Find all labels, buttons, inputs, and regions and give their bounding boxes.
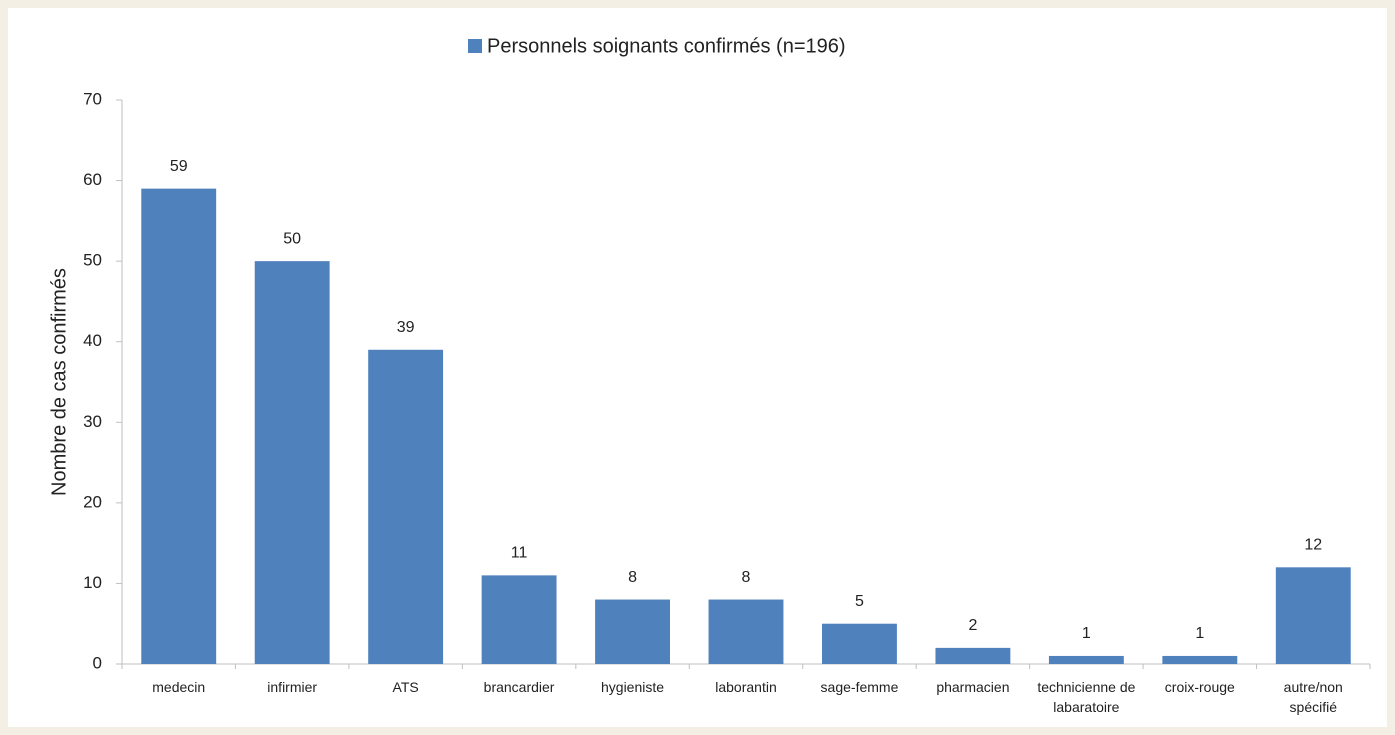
data-label: 1 <box>1195 625 1204 642</box>
bar <box>141 188 217 664</box>
data-label: 39 <box>397 319 415 336</box>
y-tick-label: 40 <box>83 331 102 350</box>
bar <box>1048 655 1124 664</box>
data-label: 11 <box>511 545 528 562</box>
data-label: 8 <box>628 569 637 586</box>
x-tick-label: sage-femme <box>820 679 899 695</box>
chart-panel: Nombre de cas confirmés 0 10 20 30 40 50 60 70 P… <box>8 8 1387 727</box>
legend-swatch <box>468 39 482 53</box>
x-tick-label: pharmacien <box>936 679 1010 695</box>
y-tick-label: 20 <box>83 492 102 511</box>
y-tick-label: 60 <box>83 170 102 189</box>
data-label: 8 <box>742 569 751 586</box>
data-label: 5 <box>855 593 864 610</box>
bar <box>708 599 784 664</box>
x-tick-label: laborantin <box>715 679 777 695</box>
y-tick-label: 30 <box>83 412 102 431</box>
bar <box>254 261 330 664</box>
y-axis-label: Nombre de cas confirmés <box>48 268 70 496</box>
x-tick-label: hygieniste <box>601 679 665 695</box>
data-label: 50 <box>283 230 301 247</box>
x-tick-label: autre/non spécifié <box>1283 679 1343 715</box>
y-tick-label: 70 <box>83 89 102 108</box>
bar <box>1275 567 1351 664</box>
legend-label: Personnels soignants confirmés (n=196) <box>487 35 846 57</box>
chart: Nombre de cas confirmés 0 10 20 30 40 50 60 70 P… <box>48 35 1371 672</box>
data-label: 1 <box>1082 625 1091 642</box>
x-tick-label: medecin <box>152 679 206 695</box>
bar <box>481 575 557 664</box>
data-label: 59 <box>170 158 188 175</box>
x-tick-label: infirmier <box>267 679 318 695</box>
data-label: 12 <box>1304 537 1322 554</box>
x-tick-label: ATS <box>392 679 419 695</box>
y-tick-label: 0 <box>93 653 102 672</box>
x-tick-label: brancardier <box>483 679 555 695</box>
x-tick-label: croix-rouge <box>1164 679 1235 695</box>
bar <box>822 623 897 664</box>
bar <box>368 349 444 664</box>
data-label: 2 <box>968 617 977 634</box>
bar <box>1162 655 1238 664</box>
bar <box>595 599 670 664</box>
y-tick-label: 50 <box>83 251 102 270</box>
x-tick-label: technicienne de labaratoire <box>1037 679 1136 715</box>
bar <box>935 647 1011 664</box>
y-tick-label: 10 <box>83 573 102 592</box>
